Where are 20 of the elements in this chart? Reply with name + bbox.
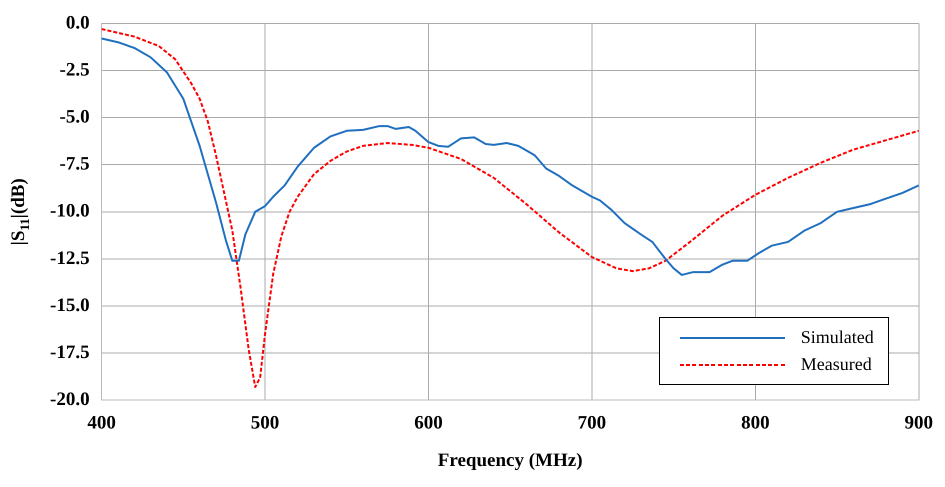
legend-label: Simulated [800, 327, 874, 348]
y-tick-label: -10.0 [50, 200, 90, 222]
x-tick-label: 600 [414, 412, 443, 434]
legend-label: Measured [800, 354, 872, 376]
y-tick-label: -12.5 [50, 248, 90, 269]
y-tick-label: -17.5 [50, 342, 90, 364]
y-tick-label: -5.0 [60, 106, 90, 128]
x-tick-label: 500 [250, 412, 280, 434]
x-axis-title: Frequency (MHz) [438, 450, 583, 472]
x-tick-label: 700 [578, 412, 606, 434]
y-tick-label: -7.5 [60, 154, 90, 175]
y-tick-label: -2.5 [60, 59, 90, 80]
x-tick-label: 800 [741, 412, 770, 434]
y-tick-label: -15.0 [50, 294, 90, 316]
x-tick-label: 400 [87, 412, 116, 434]
x-tick-label: 900 [904, 412, 933, 434]
y-tick-label: -20.0 [50, 389, 90, 410]
y-axis-title: |S11|(dB) [8, 178, 32, 246]
line-series [102, 28, 919, 388]
y-tick-label: 0.0 [66, 12, 90, 34]
